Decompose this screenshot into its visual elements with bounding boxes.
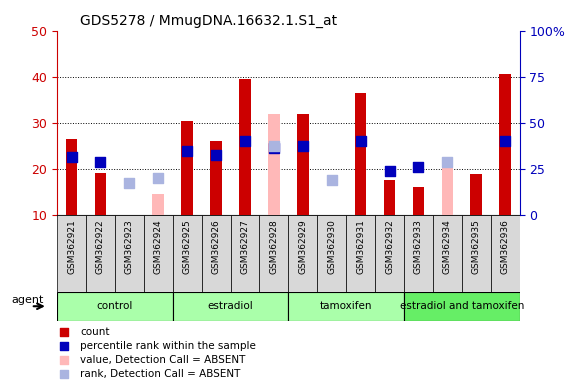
Point [96,159,105,165]
Bar [210,141,222,215]
Point [154,175,163,181]
Text: estradiol: estradiol [208,301,254,311]
Point [501,138,510,144]
Text: GDS5278 / MmugDNA.16632.1.S1_at: GDS5278 / MmugDNA.16632.1.S1_at [80,14,337,28]
Bar [375,215,404,292]
Point [67,154,76,161]
Bar [317,215,346,292]
Text: GSM362925: GSM362925 [183,219,192,274]
Point [414,164,423,170]
Bar [404,215,433,292]
Bar [95,173,106,215]
Bar [144,215,173,292]
Text: GSM362928: GSM362928 [270,219,279,274]
Text: GSM362935: GSM362935 [472,219,481,274]
Bar [172,292,288,321]
Bar [288,215,317,292]
Bar [471,174,482,215]
Text: GSM362922: GSM362922 [96,219,105,273]
Text: estradiol and tamoxifen: estradiol and tamoxifen [400,301,524,311]
Point [356,138,365,144]
Bar [268,114,280,215]
Bar [355,93,367,215]
Bar [297,114,308,215]
Text: GSM362921: GSM362921 [67,219,76,274]
Bar [288,292,404,321]
Point [298,143,307,149]
Text: GSM362924: GSM362924 [154,219,163,273]
Point [59,357,69,363]
Text: tamoxifen: tamoxifen [320,301,372,311]
Bar [115,215,144,292]
Text: rank, Detection Call = ABSENT: rank, Detection Call = ABSENT [80,369,240,379]
Bar [384,180,395,215]
Point [327,177,336,184]
Bar [57,215,86,292]
Point [59,343,69,349]
Bar [86,215,115,292]
Point [59,371,69,377]
Bar [202,215,231,292]
Bar [57,292,172,321]
Text: value, Detection Call = ABSENT: value, Detection Call = ABSENT [80,355,246,365]
Text: GSM362934: GSM362934 [443,219,452,274]
Point [183,147,192,154]
Bar [172,215,202,292]
Text: GSM362927: GSM362927 [240,219,250,274]
Bar [259,215,288,292]
Text: GSM362926: GSM362926 [212,219,220,274]
Text: agent: agent [11,295,44,306]
Point [59,329,69,335]
Text: GSM362932: GSM362932 [385,219,394,274]
Point [125,180,134,186]
Bar [404,292,520,321]
Point [385,168,394,174]
Text: GSM362930: GSM362930 [327,219,336,274]
Text: percentile rank within the sample: percentile rank within the sample [80,341,256,351]
Text: GSM362933: GSM362933 [414,219,423,274]
Bar [152,194,164,215]
Point [240,138,250,144]
Text: control: control [96,301,133,311]
Text: count: count [80,327,110,337]
Bar [346,215,375,292]
Point [211,152,220,158]
Bar [462,215,490,292]
Bar [66,139,77,215]
Text: GSM362923: GSM362923 [125,219,134,274]
Bar [433,215,462,292]
Point [270,145,279,151]
Point [270,143,279,149]
Bar [441,167,453,215]
Bar [182,121,193,215]
Text: GSM362931: GSM362931 [356,219,365,274]
Bar [239,79,251,215]
Point [443,159,452,165]
Text: GSM362936: GSM362936 [501,219,510,274]
Text: GSM362929: GSM362929 [298,219,307,274]
Bar [231,215,259,292]
Bar [490,215,520,292]
Bar [413,187,424,215]
Bar [500,74,511,215]
